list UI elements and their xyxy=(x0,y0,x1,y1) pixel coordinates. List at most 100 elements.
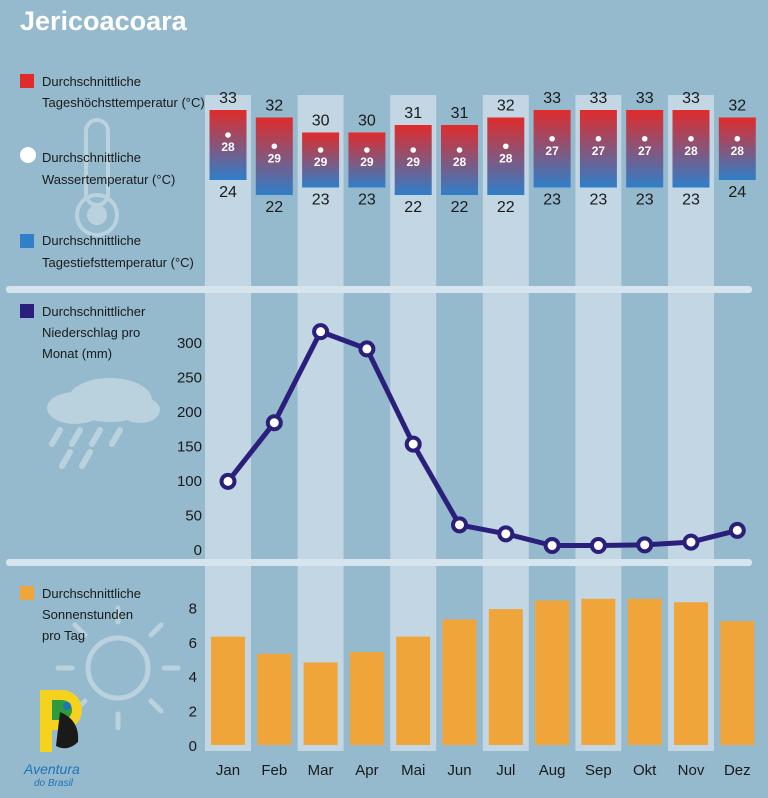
temp-bar-Jun xyxy=(441,125,478,195)
legend-high-temp-line1: Durchschnittliche xyxy=(42,74,141,89)
high-temp-label-Jun: 31 xyxy=(451,105,469,122)
legend-high-temp-line2: Tageshöchsttemperatur (°C) xyxy=(42,95,205,110)
water-temp-dot-Jun xyxy=(456,147,463,153)
sun-bar-Dez xyxy=(720,621,755,745)
month-label-Okt: Okt xyxy=(633,762,657,779)
precip-tick-0: 0 xyxy=(194,542,202,559)
low-temp-label-Mai: 22 xyxy=(404,199,422,216)
sun-bar-Apr xyxy=(349,652,384,745)
legend-low-temp-line1: Durchschnittliche xyxy=(42,233,141,248)
water-temp-dot-Mai xyxy=(410,147,417,153)
precip-tick-250: 250 xyxy=(177,370,202,387)
sun-bar-Jun xyxy=(442,619,477,745)
precip-point-Sep xyxy=(589,537,607,555)
month-label-Dez: Dez xyxy=(724,762,751,779)
logo-text-line1: Aventura xyxy=(23,761,80,777)
sunshine-chart xyxy=(211,598,755,745)
water-temp-label-Dez: 28 xyxy=(731,144,745,158)
water-temp-label-Mar: 29 xyxy=(314,155,328,169)
legend-water-temp-line2: Wassertemperatur (°C) xyxy=(42,172,175,187)
legend-water-temp: Durchschnittliche Wassertemperatur (°C) xyxy=(20,147,175,187)
water-temp-label-Jun: 28 xyxy=(453,155,467,169)
low-temp-label-Nov: 23 xyxy=(682,192,700,209)
temp-bar-Nov xyxy=(672,110,710,188)
precip-tick-150: 150 xyxy=(177,439,202,456)
precip-point-Jun xyxy=(451,516,468,534)
water-temp-dot-Okt xyxy=(641,135,648,142)
temp-bar-Mai xyxy=(394,125,432,195)
legend-water-temp-line1: Durchschnittliche xyxy=(42,150,141,165)
water-temp-dot-Mar xyxy=(317,147,324,153)
month-label-Sep: Sep xyxy=(585,762,612,779)
sun-bar-Jan xyxy=(211,636,245,745)
sun-tick-2: 2 xyxy=(189,704,197,721)
water-temp-dot-Feb xyxy=(271,143,278,150)
water-temp-label-Jul: 28 xyxy=(499,151,513,165)
high-temp-label-Apr: 30 xyxy=(358,113,376,130)
month-label-Feb: Feb xyxy=(261,762,287,779)
legend-low-temp-swatch xyxy=(20,234,34,248)
month-labels: Jan Feb Mar Apr Mai Jun Jul Aug Sep Okt Nov Dez xyxy=(216,762,751,779)
legend-precipitation-line2: Niederschlag pro xyxy=(42,325,140,340)
water-temp-label-Okt: 27 xyxy=(638,144,652,158)
precip-point-Mai xyxy=(404,435,422,453)
month-label-Nov: Nov xyxy=(678,762,705,779)
low-temp-label-Apr: 23 xyxy=(358,192,376,209)
water-temp-dot-Nov xyxy=(688,135,694,142)
page-title: Jericoacoara xyxy=(20,6,188,36)
precip-point-Nov xyxy=(682,533,700,551)
precip-tick-200: 200 xyxy=(177,404,202,421)
legend-precipitation-line3: Monat (mm) xyxy=(42,346,112,361)
precip-point-Dez xyxy=(728,521,746,539)
water-temp-label-Feb: 29 xyxy=(268,151,282,165)
legend-precipitation: Durchschnittlicher Niederschlag pro Mona… xyxy=(20,304,146,361)
high-temp-label-Nov: 33 xyxy=(682,90,700,107)
month-label-Apr: Apr xyxy=(355,762,378,779)
legend-precipitation-swatch xyxy=(20,304,34,318)
sun-bar-Nov xyxy=(674,602,708,745)
low-temp-label-Jun: 22 xyxy=(451,199,469,216)
temp-bar-Apr xyxy=(348,132,386,188)
sun-tick-8: 8 xyxy=(189,600,197,617)
legend-sunshine: Durchschnittliche Sonnenstunden pro Tag xyxy=(20,586,141,643)
column-band-Mar xyxy=(297,95,344,751)
high-temp-label-Aug: 33 xyxy=(543,90,561,107)
legend-high-temp-swatch xyxy=(20,74,34,88)
temp-bar-Jan xyxy=(209,110,247,180)
high-temp-label-Feb: 32 xyxy=(265,98,283,115)
high-temp-label-Okt: 33 xyxy=(636,90,654,107)
precip-tick-100: 100 xyxy=(177,473,202,490)
precipitation-y-axis: 0 50 100 150 200 250 300 xyxy=(177,335,202,559)
water-temp-label-Sep: 27 xyxy=(592,144,606,158)
water-temp-label-Mai: 29 xyxy=(407,155,421,169)
section-divider-1 xyxy=(6,286,752,293)
legend-sunshine-swatch xyxy=(20,586,34,600)
water-temp-dot-Jul xyxy=(503,143,509,150)
water-temp-label-Nov: 28 xyxy=(684,144,698,158)
water-temp-dot-Sep xyxy=(595,135,602,142)
low-temp-label-Jan: 24 xyxy=(219,184,237,201)
legend-low-temp: Durchschnittliche Tagestiefsttemperatur … xyxy=(20,233,194,270)
cloud-rain-icon xyxy=(47,378,160,469)
legend-high-temp: Durchschnittliche Tageshöchsttemperatur … xyxy=(20,74,205,110)
sun-bar-Jul xyxy=(488,609,523,745)
low-temp-label-Dez: 24 xyxy=(728,184,746,201)
sun-bar-Sep xyxy=(581,598,616,745)
logo-text-line2: do Brasil xyxy=(34,778,74,789)
water-temp-dot-Apr xyxy=(364,147,370,153)
section-divider-2 xyxy=(6,559,752,566)
temp-bar-Aug xyxy=(533,110,571,188)
high-temp-label-Jan: 33 xyxy=(219,90,237,107)
aventura-logo: Aventura do Brasil xyxy=(23,690,82,789)
temp-bar-Sep xyxy=(579,110,617,188)
sun-bar-Mar xyxy=(303,662,338,745)
legend-sunshine-line1: Durchschnittliche xyxy=(42,586,141,601)
month-label-Mai: Mai xyxy=(401,762,425,779)
low-temp-label-Feb: 22 xyxy=(265,199,283,216)
month-label-Mar: Mar xyxy=(308,762,334,779)
month-label-Jun: Jun xyxy=(447,762,471,779)
low-temp-label-Mar: 23 xyxy=(312,192,330,209)
water-temp-label-Aug: 27 xyxy=(545,144,559,158)
sun-bar-Okt xyxy=(627,598,662,745)
temp-bar-Jul xyxy=(487,117,525,195)
